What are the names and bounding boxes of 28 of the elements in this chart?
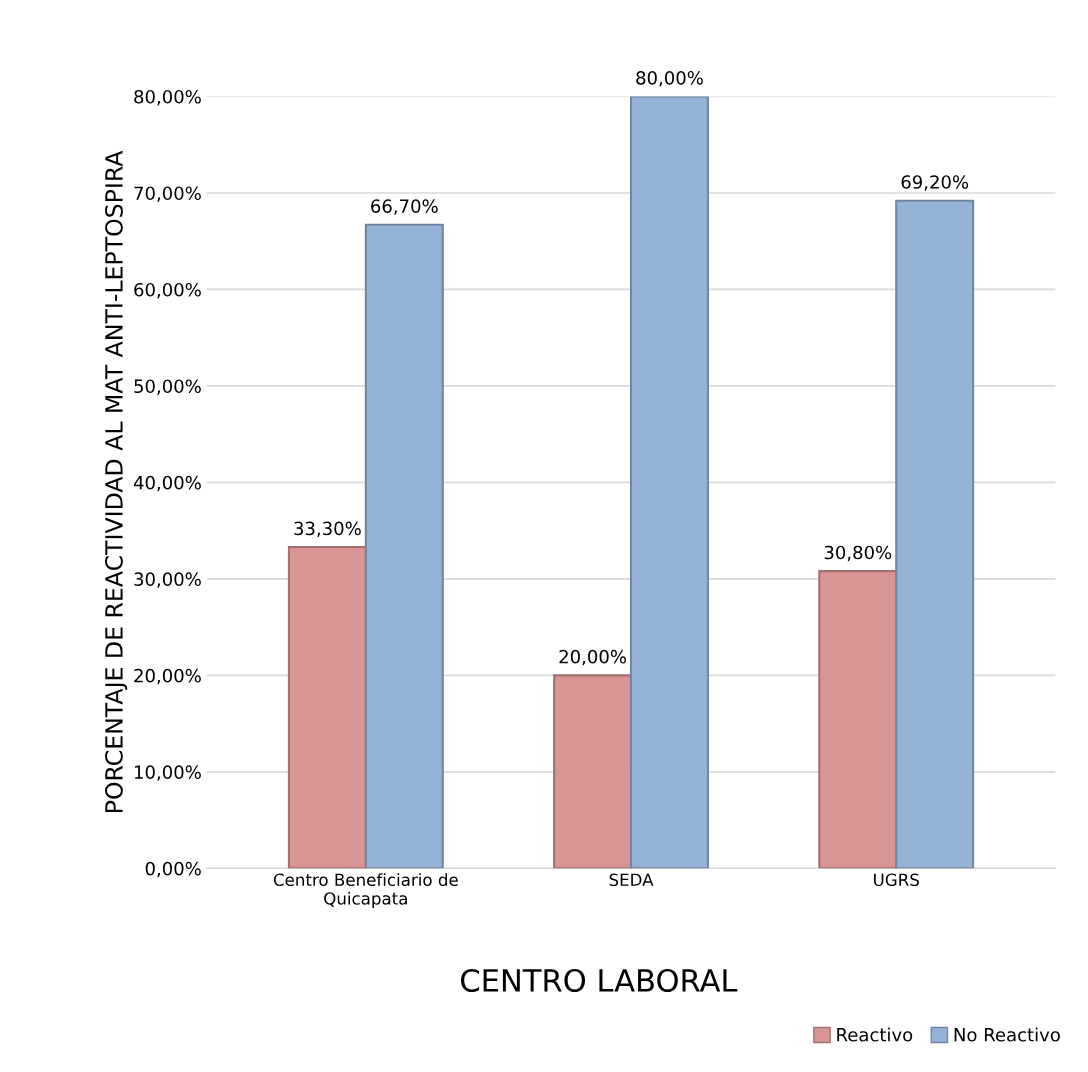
y-tick-label: 60,00%: [134, 282, 201, 299]
bar: [287, 546, 367, 869]
y-tick-label: 50,00%: [134, 379, 201, 395]
bar: [630, 96, 709, 869]
x-tick-label: Centro Beneficiario de Quicapata: [273, 873, 458, 908]
y-tick-label: 0,00%: [145, 861, 201, 878]
data-label: 80,00%: [636, 70, 703, 87]
data-label: 66,70%: [371, 199, 438, 215]
bar: [553, 674, 633, 869]
y-tick-label: 20,00%: [134, 668, 201, 685]
y-tick-label: 80,00%: [134, 89, 201, 106]
x-tick-label: UGRS: [874, 873, 919, 887]
y-tick-label: 70,00%: [134, 186, 201, 202]
legend-label: Reactivo: [837, 1027, 913, 1042]
x-tick-label: SEDA: [609, 873, 654, 887]
bar: [364, 223, 444, 869]
y-tick-label: 40,00%: [133, 475, 201, 492]
data-label: 69,20%: [901, 175, 969, 191]
data-label: 20,00%: [559, 649, 627, 666]
legend-label: No Reactivo: [954, 1027, 1060, 1042]
bar: [818, 570, 898, 869]
y-tick-label: 10,00%: [135, 765, 201, 781]
data-label: 30,80%: [824, 545, 892, 562]
y-axis-title: PORCENTAJE DE REACTIVIDAD AL MAT ANTI-LEPTOSPIRA: [105, 150, 128, 812]
data-label: 33,30%: [294, 521, 361, 538]
y-tick-label: 30,00%: [134, 572, 201, 588]
bar: [895, 199, 975, 869]
x-axis-title: CENTRO LABORAL: [461, 968, 738, 993]
